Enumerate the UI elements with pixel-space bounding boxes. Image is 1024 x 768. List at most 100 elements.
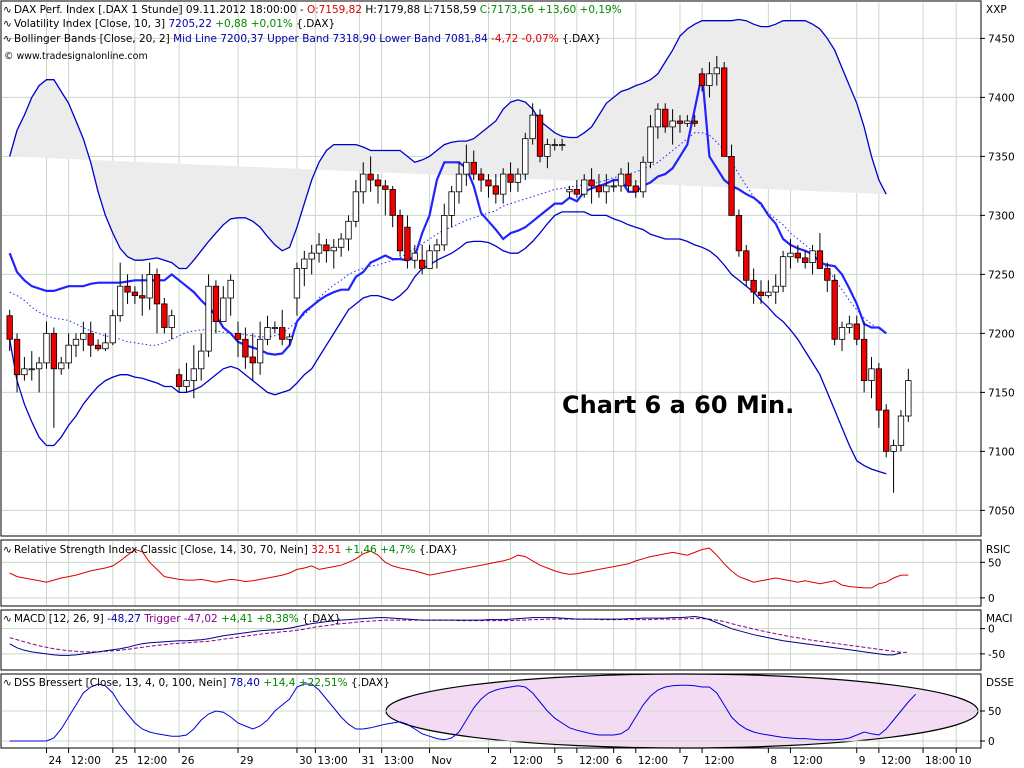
candle-body — [691, 120, 698, 124]
legend-segment: C:7173,56 +13,60 +0,19% — [480, 4, 622, 16]
candle-body — [234, 332, 242, 340]
candle-body — [816, 250, 824, 269]
legend-segment: {.DAX} — [562, 33, 601, 45]
candle-body — [249, 356, 256, 364]
legend-segment: -48,27 — [107, 613, 141, 625]
candle-body — [109, 315, 116, 344]
candle-body — [441, 214, 448, 246]
indicator-icon: ∿ — [3, 677, 12, 689]
x-tick-label: 24 — [49, 755, 63, 767]
macd-line — [9, 615, 902, 656]
x-tick-label: 12:00 — [704, 755, 734, 767]
candle-body — [293, 268, 301, 299]
candle-body — [139, 295, 146, 299]
candle-body — [831, 279, 838, 340]
legend-segment: -4,72 -0,07% — [488, 33, 562, 45]
macd-chart: 0 -50 — [2, 615, 1005, 661]
candle-body — [610, 185, 617, 188]
candle-body — [315, 244, 323, 254]
candle-body — [551, 144, 558, 147]
candle-body — [271, 327, 279, 329]
candle-body — [765, 291, 772, 297]
x-tick-label: 13:00 — [384, 755, 414, 767]
candle-body — [43, 332, 50, 364]
y-tick-label: 0 — [988, 593, 995, 605]
candle-body — [838, 327, 846, 340]
candle-body — [581, 179, 588, 195]
candle-body — [360, 173, 367, 193]
candle-body — [905, 380, 912, 417]
candle-body — [256, 338, 264, 364]
candle-body — [389, 189, 396, 216]
candle-body — [124, 285, 131, 293]
candle-body — [463, 161, 470, 175]
candle-body — [131, 291, 139, 297]
legend-segment: Trigger -47,02 — [141, 613, 218, 625]
candle-body — [544, 144, 551, 157]
legend-segment: {.DAX} — [419, 544, 458, 556]
bollinger-legend: Bollinger Bands [Close, 20, 2] Mid Line … — [14, 33, 601, 45]
candle-body — [757, 291, 765, 297]
y-tick-label: -50 — [988, 649, 1005, 661]
candle-body — [846, 323, 853, 328]
candle-body — [264, 327, 271, 340]
candle-body — [220, 297, 227, 323]
candle-body — [750, 279, 757, 293]
y-tick-label: 0 — [988, 624, 995, 636]
x-tick-label: 12:00 — [792, 755, 822, 767]
x-tick-label: 31 — [362, 755, 375, 767]
candle-body — [448, 191, 455, 216]
candle-body — [94, 344, 102, 350]
candle-body — [743, 250, 750, 281]
candle-body — [50, 332, 58, 370]
candle-body — [779, 256, 787, 287]
y-tick-label: 50 — [988, 706, 1001, 718]
macd-pane-label: MACI — [986, 613, 1013, 625]
y-tick-label: 0 — [988, 736, 995, 748]
candle-body — [161, 303, 168, 328]
rsi-chart: 0 50 — [2, 547, 1001, 605]
candle-body — [323, 244, 330, 252]
y-tick-label: 7400 — [988, 92, 1015, 104]
candle-body — [639, 161, 647, 193]
rsi-pane-label: RSIC — [986, 544, 1010, 556]
candle-body — [853, 323, 860, 340]
candle-body — [897, 415, 905, 446]
candle-body — [794, 252, 801, 259]
candle-body — [212, 285, 220, 323]
dss-pane-label: DSSE — [986, 677, 1014, 689]
copyright-text: © www.tradesignalonline.com — [4, 51, 148, 62]
candle-body — [168, 315, 175, 328]
y-tick-label: 7350 — [988, 151, 1015, 163]
candle-body — [58, 362, 65, 370]
bollinger-mid-dotted-line — [9, 132, 887, 346]
candle-body — [662, 108, 669, 128]
dss-line — [9, 683, 917, 742]
candle-body — [485, 179, 492, 187]
x-tick-label: 12:00 — [513, 755, 543, 767]
x-tick-label: 18:00 — [925, 755, 955, 767]
candle-body — [890, 445, 897, 452]
candle-body — [198, 350, 205, 370]
candle-body — [117, 285, 124, 317]
dss-legend: DSS Bressert [Close, 13, 4, 0, 100, Nein… — [14, 677, 390, 689]
candle-body — [875, 368, 883, 411]
candle-body — [175, 374, 183, 387]
candle-body — [603, 185, 610, 193]
indicator-icon: ∿ — [3, 33, 12, 45]
candle-body — [514, 173, 522, 183]
y-tick-label: 7250 — [988, 269, 1015, 281]
candle-body — [279, 327, 286, 340]
candle-body — [772, 285, 779, 293]
candle-body — [102, 342, 109, 350]
candle-body — [706, 73, 713, 87]
candle-body — [205, 285, 212, 352]
x-tick-label: 5 — [557, 755, 564, 767]
y-tick-label: 7450 — [988, 33, 1015, 45]
candle-body — [529, 114, 536, 140]
candle-body — [337, 238, 345, 248]
candle-body — [183, 380, 190, 387]
price-legend: DAX Perf. Index [.DAX 1 Stunde] 09.11.20… — [14, 4, 622, 16]
